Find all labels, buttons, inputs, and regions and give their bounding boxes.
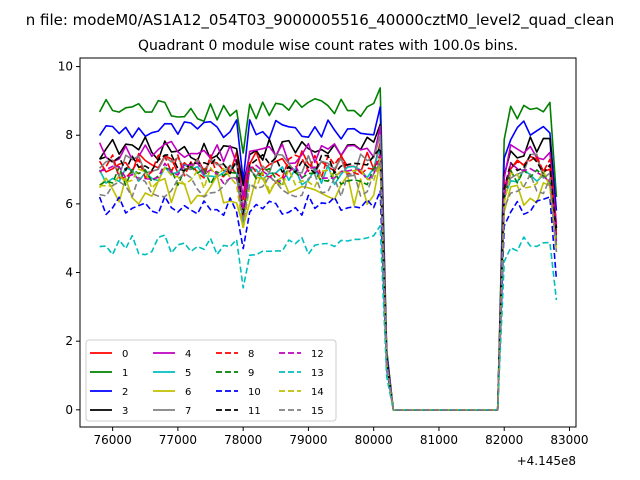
legend-label: 9 xyxy=(248,368,254,379)
x-tick-label: 81000 xyxy=(420,433,458,447)
legend-label: 8 xyxy=(248,349,254,360)
figure-suptitle: n file: modeM0/AS1A12_054T03_9000005516_… xyxy=(26,11,615,30)
legend-box xyxy=(85,339,337,422)
legend-label: 7 xyxy=(185,406,191,417)
x-axis-ticks: 76000 77000 78000 79000 80000 81000 82000 83000 xyxy=(94,427,589,447)
legend-label: 1 xyxy=(122,368,128,379)
x-axis-offset-label: +4.145e8 xyxy=(517,454,576,468)
legend-label: 2 xyxy=(122,387,128,398)
y-tick-label: 6 xyxy=(65,197,73,211)
chart-title: Quadrant 0 module wise count rates with … xyxy=(138,38,518,54)
x-tick-label: 83000 xyxy=(550,433,588,447)
x-tick-label: 78000 xyxy=(224,433,262,447)
legend-label: 13 xyxy=(311,368,324,379)
y-tick-label: 0 xyxy=(65,403,73,417)
y-tick-label: 2 xyxy=(65,334,73,348)
legend-label: 0 xyxy=(122,349,128,360)
legend-label: 12 xyxy=(311,349,324,360)
y-tick-label: 4 xyxy=(65,266,73,280)
x-tick-label: 82000 xyxy=(485,433,523,447)
legend-label: 10 xyxy=(248,387,261,398)
x-tick-label: 76000 xyxy=(94,433,132,447)
legend-label: 6 xyxy=(185,387,191,398)
x-tick-label: 80000 xyxy=(355,433,393,447)
y-axis-ticks: 0 2 4 6 8 10 xyxy=(58,60,80,417)
legend-label: 5 xyxy=(185,368,191,379)
y-tick-label: 8 xyxy=(65,128,73,142)
legend-label: 3 xyxy=(122,406,128,417)
series-layer xyxy=(98,87,558,411)
series-line-15 xyxy=(99,161,558,411)
legend-label: 14 xyxy=(311,387,324,398)
legend-label: 15 xyxy=(311,406,324,417)
series-line-11 xyxy=(99,147,558,411)
x-tick-label: 79000 xyxy=(289,433,327,447)
legend-label: 4 xyxy=(185,349,191,360)
legend-label: 11 xyxy=(248,406,261,417)
x-tick-label: 77000 xyxy=(159,433,197,447)
axes-frame xyxy=(79,57,577,428)
series-line-13 xyxy=(99,225,558,411)
y-tick-label: 10 xyxy=(58,60,73,74)
